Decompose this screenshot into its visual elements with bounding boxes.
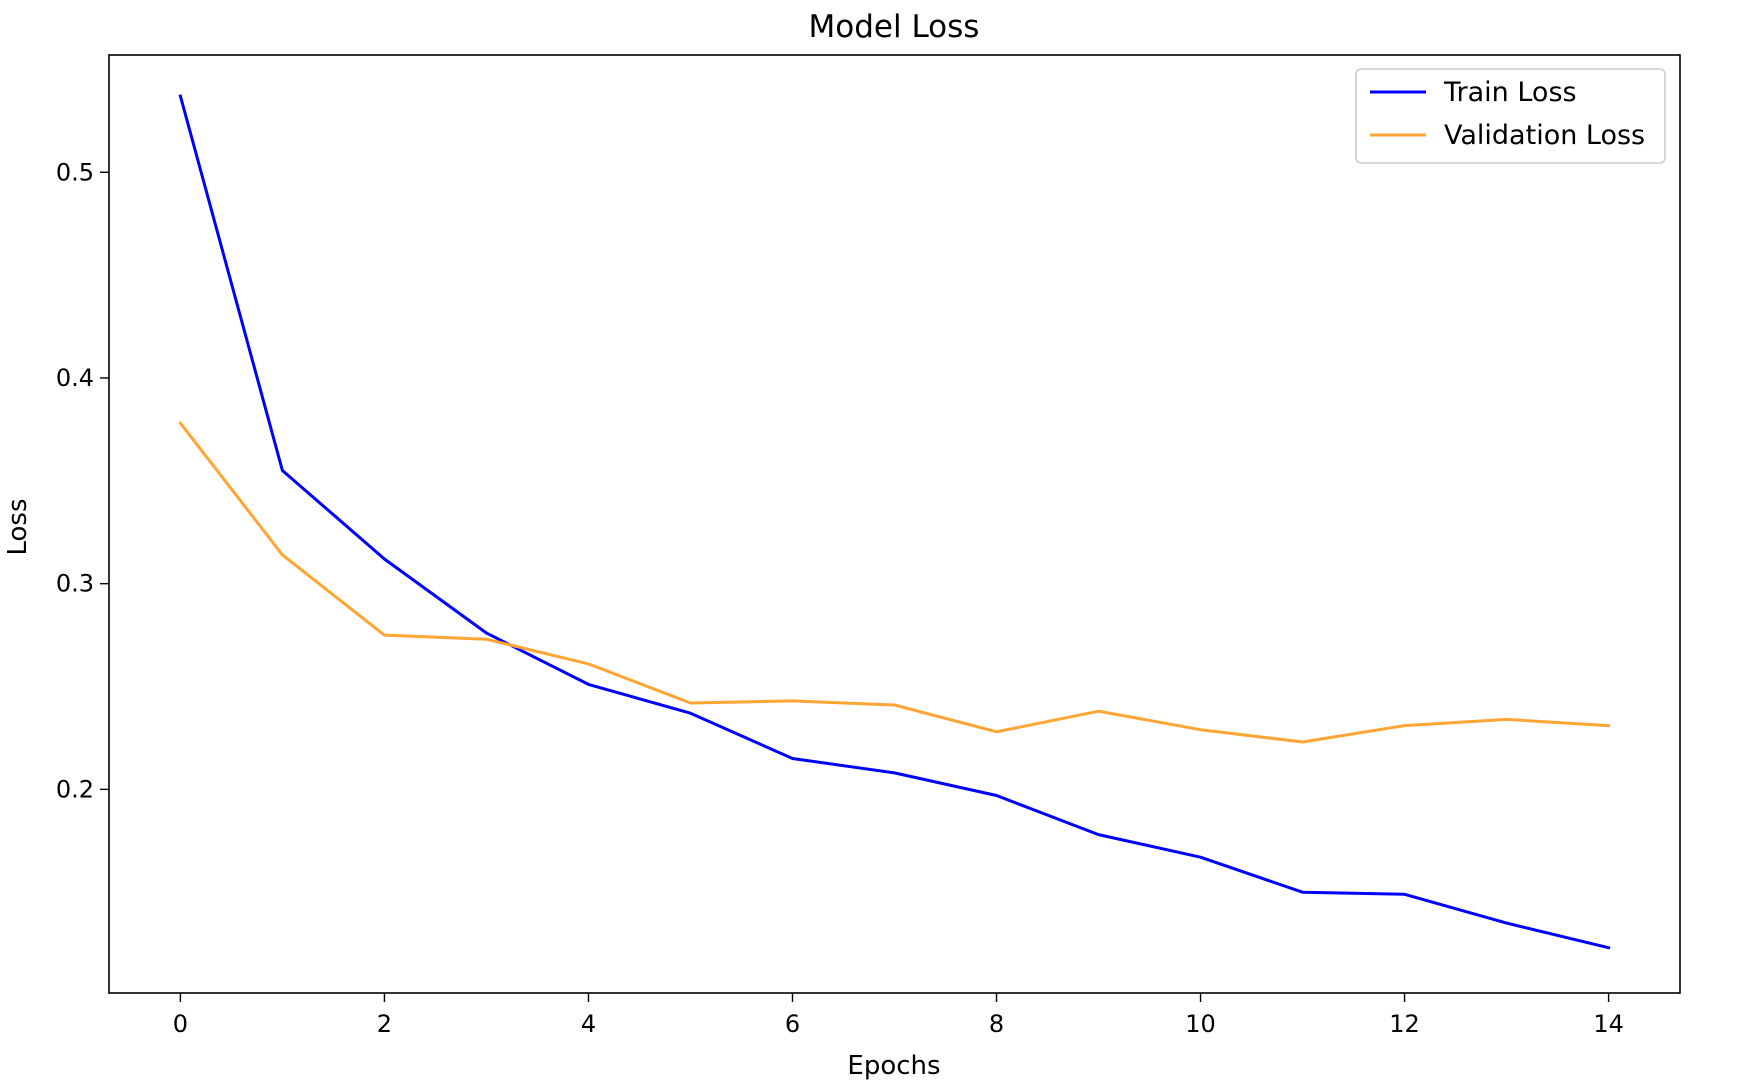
x-axis-ticks: 0 2 4 6 8 10 12 14 [173,993,1624,1038]
y-tick-label: 0.2 [56,775,94,803]
x-tick-label: 8 [989,1010,1004,1038]
legend-label-train-loss: Train Loss [1443,77,1577,108]
plot-area [108,54,1681,994]
y-tick-label: 0.4 [56,364,94,392]
y-axis-ticks: 0.2 0.3 0.4 0.5 [56,158,109,803]
series-line-train-loss [178,94,1611,950]
x-tick-label: 14 [1593,1010,1624,1038]
x-tick-label: 2 [377,1010,392,1038]
y-axis-label: Loss [3,498,33,555]
chart-title: Model Loss [809,9,980,45]
x-tick-label: 10 [1185,1010,1216,1038]
x-tick-label: 0 [173,1010,188,1038]
legend-label-validation-loss: Validation Loss [1444,120,1645,151]
y-tick-label: 0.3 [56,570,94,598]
x-tick-label: 4 [581,1010,596,1038]
axes-frame [108,54,1681,994]
x-axis-label: Epochs [847,1051,940,1081]
y-tick-label: 0.5 [56,158,94,186]
series-line-validation-loss [178,421,1611,744]
x-tick-label: 12 [1389,1010,1420,1038]
legend-box [1355,68,1666,164]
legend: Train Loss Validation Loss [1355,68,1666,164]
series-layer [178,94,1611,950]
x-tick-label: 6 [785,1010,800,1038]
